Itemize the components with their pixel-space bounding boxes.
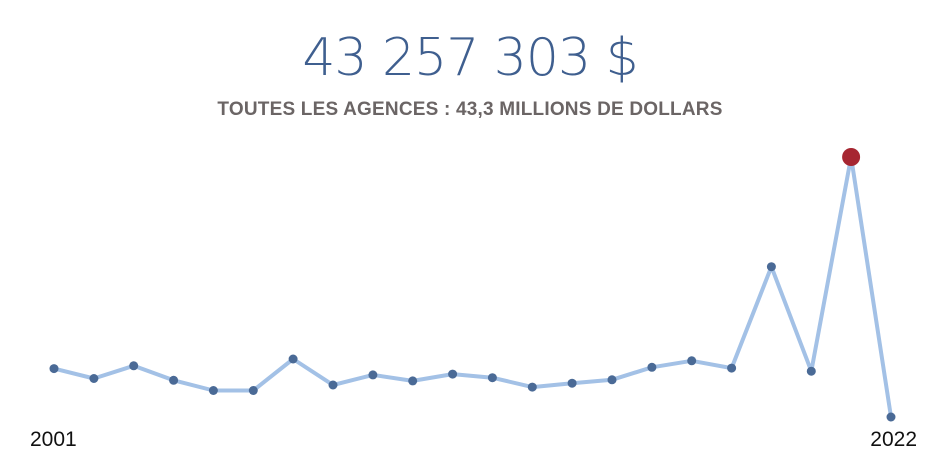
data-point	[527, 382, 537, 392]
data-point	[208, 386, 218, 395]
data-point	[886, 412, 896, 422]
chart-subtitle: TOUTES LES AGENCES : 43,3 MILLIONS DE DO…	[217, 99, 723, 120]
data-point	[766, 262, 776, 272]
data-point	[169, 375, 179, 385]
series-line	[52, 155, 893, 419]
data-point	[647, 362, 657, 372]
data-point	[806, 366, 816, 376]
data-point	[448, 369, 458, 379]
data-point	[687, 356, 697, 366]
data-point-highlight	[842, 148, 861, 166]
data-point	[567, 378, 577, 388]
data-point	[328, 380, 338, 390]
data-point	[49, 364, 59, 374]
x-label-first: 2001	[30, 428, 77, 451]
data-point	[89, 374, 99, 383]
data-point	[487, 373, 497, 383]
data-point	[129, 361, 139, 371]
total-amount: 43 257 303 $	[302, 28, 638, 88]
data-point	[607, 375, 617, 385]
data-point	[368, 370, 378, 380]
data-point	[288, 354, 298, 364]
x-label-last: 2022	[870, 428, 917, 451]
data-point	[248, 386, 258, 395]
data-point	[408, 376, 418, 386]
data-point	[727, 363, 737, 373]
series-points	[49, 148, 896, 422]
